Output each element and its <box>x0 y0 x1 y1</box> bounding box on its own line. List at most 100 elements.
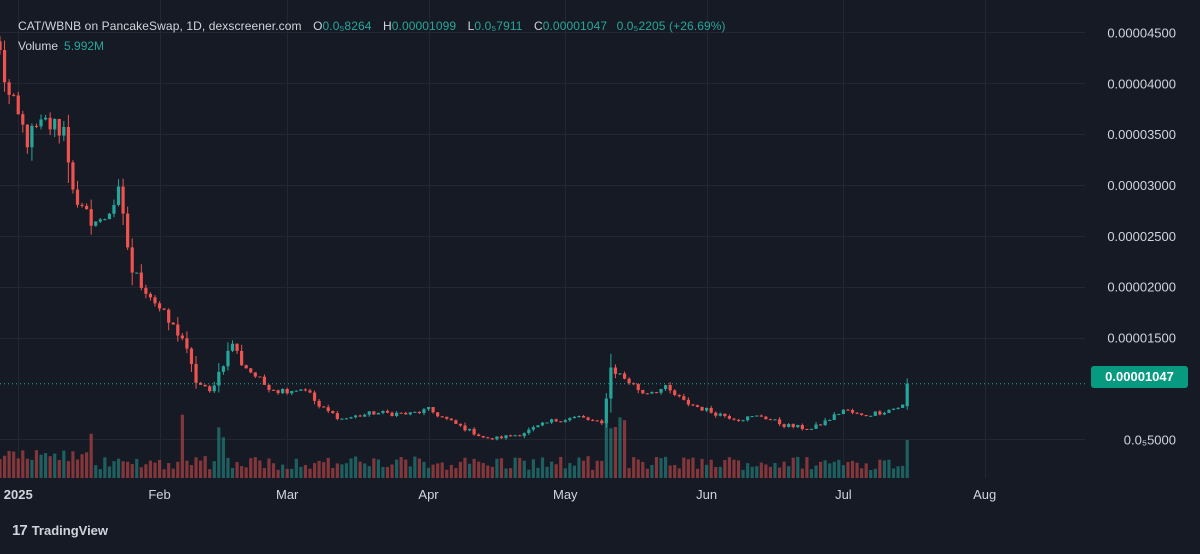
candle-body <box>723 413 727 417</box>
volume-bar <box>791 457 795 478</box>
volume-bar <box>198 460 203 478</box>
volume-bar <box>30 459 34 478</box>
volume-bar <box>723 459 727 478</box>
candle-body <box>185 338 189 349</box>
volume-bar <box>399 457 403 478</box>
candle-body <box>189 348 194 365</box>
candle-body <box>422 409 426 414</box>
candle-body <box>764 416 768 420</box>
candle-body <box>458 423 463 426</box>
volume-bar <box>440 462 444 478</box>
candle-body <box>673 390 677 395</box>
candle-body <box>322 406 326 408</box>
x-axis[interactable]: 2025 Feb Mar Apr May Jun Jul Aug <box>4 487 997 502</box>
candle-body <box>654 392 659 394</box>
volume-bar <box>94 465 98 478</box>
candle-body <box>563 420 567 423</box>
tradingview-logo[interactable]: 17 TradingView <box>12 520 108 540</box>
candle-body <box>235 343 239 351</box>
candle-body <box>2 50 7 83</box>
candle-body <box>335 413 339 420</box>
candle-body <box>746 416 750 421</box>
volume-bar <box>796 456 800 478</box>
volume-bar <box>98 469 102 478</box>
x-tick-label: Jul <box>835 487 852 502</box>
volume-bar <box>654 457 659 478</box>
volume-bar <box>714 466 718 478</box>
x-tick-label: Mar <box>276 487 299 502</box>
candle-body <box>135 272 139 274</box>
candle-body <box>440 416 444 418</box>
volume-bar <box>545 466 549 478</box>
volume-bar <box>882 460 887 478</box>
volume-bar <box>755 466 759 478</box>
candle-body <box>809 428 814 430</box>
volume-bar <box>645 468 649 478</box>
candle-body <box>454 420 458 424</box>
volume-bar <box>7 450 11 478</box>
candle-body <box>399 412 403 414</box>
volume-bar <box>563 468 567 478</box>
volume-bar <box>618 417 622 478</box>
candle-body <box>695 405 700 407</box>
volume-bar <box>103 457 107 478</box>
candle-body <box>841 409 845 415</box>
candle-body <box>837 414 841 416</box>
volume-bar <box>385 466 390 478</box>
candle-body <box>267 384 271 390</box>
volume-bar <box>271 463 276 478</box>
candle-body <box>16 95 20 115</box>
candle-body <box>75 189 80 205</box>
volume-bar <box>258 460 262 478</box>
candle-body <box>372 411 376 415</box>
volume-bar <box>850 460 855 478</box>
volume-bar <box>736 460 741 478</box>
candle-body <box>317 400 321 407</box>
y-tick-label: 0.00003500 <box>1107 127 1176 142</box>
candle-body <box>732 418 736 420</box>
candle-body <box>144 287 148 294</box>
candle-body <box>736 419 741 421</box>
candle-body <box>705 408 709 411</box>
candle-body <box>559 421 563 423</box>
volume-bar <box>180 414 184 478</box>
volume-bar <box>326 457 330 478</box>
volume-bar <box>818 461 823 478</box>
volume-bar <box>873 468 877 478</box>
candle-body <box>449 418 453 421</box>
candle-body <box>290 390 294 394</box>
volume-bar <box>62 450 66 478</box>
candle-body <box>905 383 909 407</box>
volume-bar <box>901 465 905 478</box>
symbol-title: CAT/WBNB on PancakeSwap, 1D, dexscreener… <box>18 19 302 33</box>
candle-body <box>258 376 262 378</box>
volume-bar <box>34 450 39 478</box>
volume-bar <box>768 466 773 478</box>
volume-bar <box>727 457 732 478</box>
volume-label: Volume <box>18 39 59 53</box>
volume-bar <box>632 457 636 478</box>
grid-lines <box>0 0 1085 478</box>
x-tick-label: May <box>553 487 578 502</box>
candles <box>0 36 909 441</box>
volume-bar <box>668 465 672 478</box>
candle-body <box>832 414 836 420</box>
volume-bar <box>458 461 463 478</box>
volume-bar <box>267 458 271 478</box>
volume-bar <box>531 459 535 478</box>
volume-bar <box>331 467 335 478</box>
volume-bar <box>290 468 294 478</box>
candle-body <box>787 424 791 427</box>
candle-body <box>344 418 349 420</box>
candle-body <box>436 412 440 417</box>
candle-body <box>641 390 645 394</box>
candle-body <box>240 350 244 366</box>
volume-bar <box>112 461 116 478</box>
candle-body <box>791 424 795 428</box>
volume-bar <box>568 463 572 478</box>
volume-bar <box>554 464 558 478</box>
y-axis[interactable]: 0.00004500 0.00004000 0.00003500 0.00003000… <box>1107 25 1176 447</box>
candle-body <box>481 436 485 438</box>
